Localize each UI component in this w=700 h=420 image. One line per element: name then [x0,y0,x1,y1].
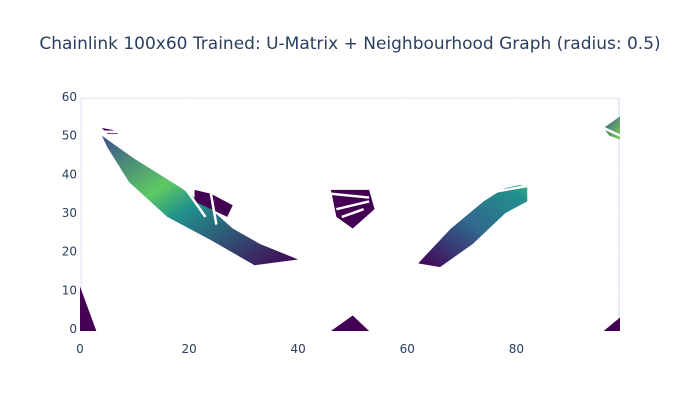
x-tick-label: 20 [181,342,196,356]
edge-layer [101,126,621,225]
neighbourhood-edge [330,192,370,199]
y-tick-label: 30 [62,206,77,220]
y-tick-label: 60 [62,90,77,104]
y-tick-label: 40 [62,167,77,181]
neighbourhood-edge [341,207,365,219]
y-tick-label: 20 [62,245,77,259]
y-tick-label: 10 [62,283,77,297]
heatmap-region-bottom-center-peak [330,315,370,331]
neighbourhood-edge [603,126,621,137]
y-tick-label: 0 [69,322,77,336]
y-tick-label: 50 [62,129,77,143]
x-tick-label: 0 [76,342,84,356]
x-tick-label: 60 [400,342,415,356]
neighbourhood-edge [209,193,218,225]
neighbourhood-edge [461,184,528,199]
chart-title: Chainlink 100x60 Trained: U-Matrix + Nei… [39,34,661,54]
heatmap-region-bottom-right-corner [603,317,620,331]
heatmap-region-bottom-left-corner [80,286,97,331]
heatmap-region-right-diagonal-band [418,184,528,268]
neighbourhood-edge [472,180,528,195]
neighbourhood-edge [182,185,207,218]
tick-layer: 0 20 40 60 80 0 10 20 30 40 50 60 [62,90,524,356]
x-tick-label: 40 [291,342,306,356]
neighbourhood-edge [336,200,370,211]
heatmap-region-left-diagonal-band [101,135,299,266]
heatmap-region-center-wedge [330,189,375,229]
x-tick-label: 80 [509,342,524,356]
